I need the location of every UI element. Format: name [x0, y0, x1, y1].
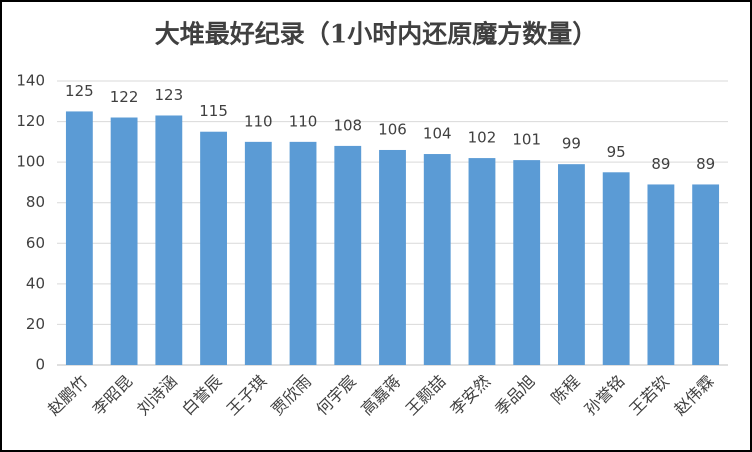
y-tick-label: 0	[35, 356, 45, 374]
y-tick-label: 120	[16, 112, 45, 130]
bar	[289, 141, 317, 365]
data-label: 101	[512, 131, 541, 149]
data-label: 89	[651, 155, 670, 173]
bar	[155, 115, 183, 365]
data-label: 123	[155, 86, 184, 104]
bar	[647, 184, 675, 365]
data-label: 99	[562, 135, 581, 153]
data-label: 95	[607, 143, 626, 161]
bar	[244, 141, 272, 365]
bar	[602, 172, 630, 365]
bar	[334, 145, 362, 365]
bar	[379, 149, 406, 365]
bar	[110, 117, 138, 365]
chart-title: 大堆最好纪录（1小时内还原魔方数量）	[155, 20, 597, 49]
data-label: 89	[696, 155, 715, 173]
data-label: 110	[289, 112, 318, 130]
data-label: 110	[244, 112, 273, 130]
bar	[558, 164, 585, 365]
y-tick-label: 140	[16, 72, 45, 90]
y-tick-label: 100	[16, 153, 45, 171]
y-tick-label: 80	[26, 193, 45, 211]
y-tick-label: 20	[26, 315, 45, 333]
data-label: 102	[468, 129, 497, 147]
bar	[468, 158, 496, 365]
bar	[423, 154, 451, 365]
data-label: 106	[378, 120, 407, 138]
data-label: 104	[423, 125, 452, 143]
bar	[692, 184, 720, 365]
data-label: 108	[333, 116, 362, 134]
data-label: 115	[199, 102, 228, 120]
bar	[513, 160, 541, 365]
data-label: 125	[65, 82, 94, 100]
y-tick-label: 40	[26, 274, 45, 292]
y-tick-label: 60	[26, 234, 45, 252]
bar	[200, 131, 227, 365]
bar	[65, 111, 93, 365]
data-label: 122	[110, 88, 139, 106]
